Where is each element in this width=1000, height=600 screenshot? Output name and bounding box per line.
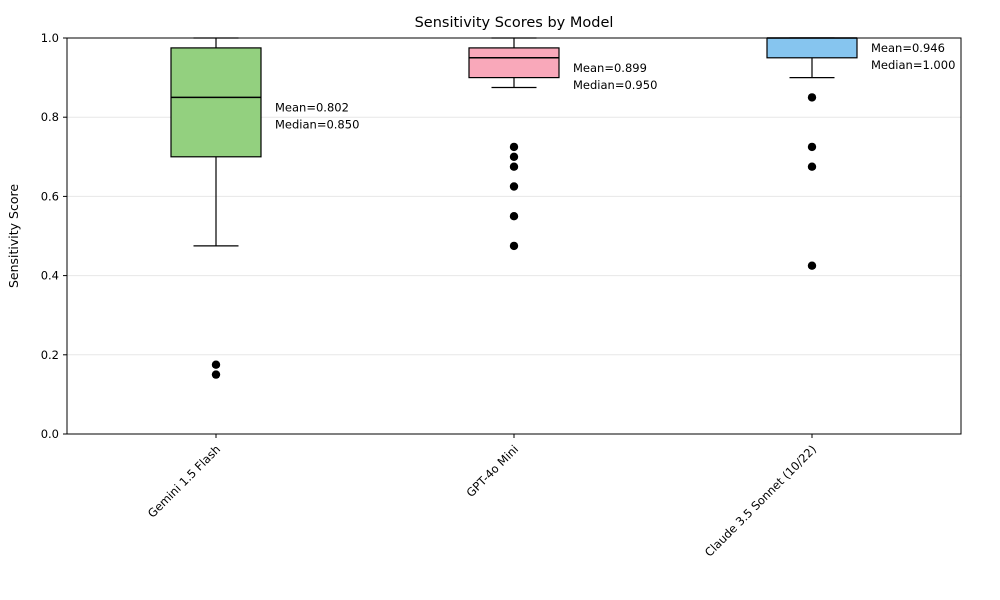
outlier-gpt-4o-mini-2 (509, 162, 519, 171)
outlier-gpt-4o-mini-4 (509, 212, 519, 221)
outlier-gpt-4o-mini-1 (509, 152, 519, 161)
annotation-gpt-4o-mini: Mean=0.899 Median=0.950 (573, 61, 657, 92)
outlier-claude-3-5-sonnet-10-22-2 (807, 162, 817, 171)
annotation-median-gemini-1-5-flash: Median=0.850 (275, 117, 359, 131)
outlier-claude-3-5-sonnet-10-22-3 (807, 261, 817, 270)
outlier-claude-3-5-sonnet-10-22-1 (807, 142, 817, 152)
annotation-mean-gemini-1-5-flash: Mean=0.802 (275, 100, 349, 114)
annotation-median-claude-3-5-sonnet-10-22: Median=1.000 (871, 58, 955, 72)
annotation-gemini-1-5-flash: Mean=0.802 Median=0.850 (275, 100, 359, 131)
y-axis-label: Sensitivity Score (6, 184, 21, 288)
y-tick-label-0.4: 0.4 (41, 269, 59, 283)
y-tick-label-0.8: 0.8 (41, 110, 59, 124)
outlier-gemini-1-5-flash-1 (211, 370, 221, 379)
outlier-gemini-1-5-flash-0 (211, 360, 221, 369)
y-tick-label-0: 0.0 (41, 427, 59, 441)
annotation-median-gpt-4o-mini: Median=0.950 (573, 78, 657, 92)
chart-title: Sensitivity Scores by Model (415, 15, 614, 31)
y-tick-label-0.2: 0.2 (41, 348, 59, 362)
annotation-claude-3-5-sonnet-10-22: Mean=0.946 Median=1.000 (871, 41, 955, 72)
box-gpt-4o-mini (468, 47, 560, 79)
box-claude-3-5-sonnet-10-22 (766, 37, 858, 59)
y-tick-label-0.6: 0.6 (41, 189, 59, 203)
box-gemini-1-5-flash (170, 47, 262, 158)
y-tick-label-1: 1.0 (41, 31, 59, 45)
outlier-gpt-4o-mini-0 (509, 142, 519, 152)
outlier-claude-3-5-sonnet-10-22-0 (807, 93, 817, 102)
annotation-mean-gpt-4o-mini: Mean=0.899 (573, 61, 647, 75)
box-group-gpt-4o-mini: Mean=0.899 Median=0.950 (468, 37, 657, 251)
outlier-gpt-4o-mini-3 (509, 182, 519, 191)
annotation-mean-claude-3-5-sonnet-10-22: Mean=0.946 (871, 41, 945, 55)
outlier-gpt-4o-mini-5 (509, 241, 519, 251)
